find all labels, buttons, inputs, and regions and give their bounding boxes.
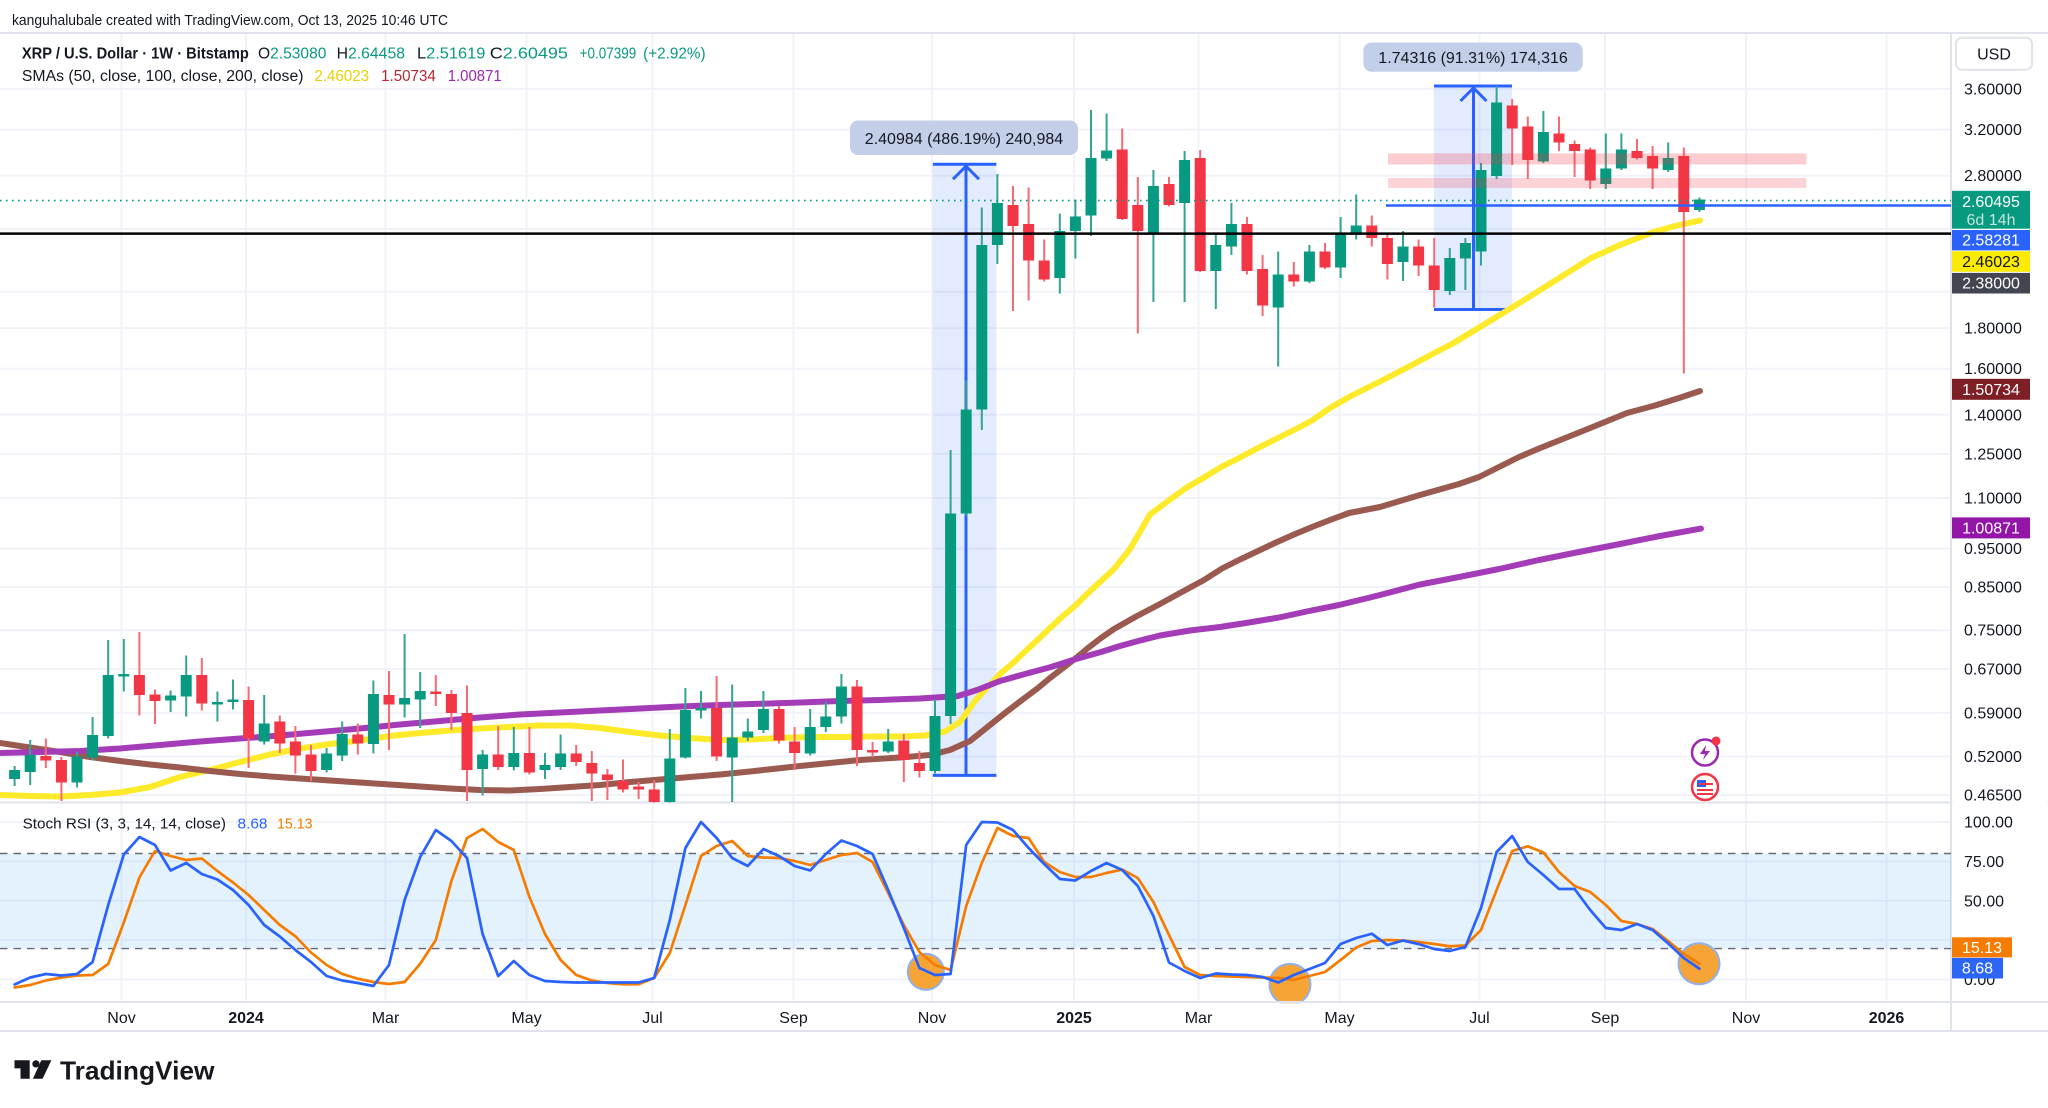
svg-text:0.85000: 0.85000: [1964, 580, 2022, 597]
svg-text:(+2.92%): (+2.92%): [643, 46, 706, 63]
svg-text:May: May: [511, 1010, 541, 1027]
svg-text:Sep: Sep: [779, 1010, 808, 1027]
svg-text:2.40984 (486.19%) 240,984: 2.40984 (486.19%) 240,984: [865, 131, 1063, 148]
svg-text:USD: USD: [1977, 47, 2011, 64]
svg-text:0.95000: 0.95000: [1964, 541, 2022, 558]
svg-text:15.13: 15.13: [1962, 940, 2002, 957]
svg-text:Sep: Sep: [1591, 1010, 1620, 1027]
svg-text:1.40000: 1.40000: [1964, 407, 2022, 424]
svg-text:50.00: 50.00: [1964, 893, 2004, 910]
svg-text:H2.64458: H2.64458: [337, 46, 405, 63]
svg-text:L2.51619: L2.51619: [417, 46, 485, 63]
svg-text:0.46500: 0.46500: [1964, 788, 2022, 805]
svg-text:8.68: 8.68: [1962, 961, 1993, 978]
svg-text:TradingView: TradingView: [60, 1056, 215, 1086]
svg-text:1.25000: 1.25000: [1964, 446, 2022, 463]
svg-text:0.75000: 0.75000: [1964, 623, 2022, 640]
svg-text:15.13: 15.13: [277, 816, 313, 833]
svg-text:6d 14h: 6d 14h: [1967, 212, 2016, 229]
svg-text:Nov: Nov: [1732, 1010, 1760, 1027]
svg-text:1.50734: 1.50734: [1962, 382, 2020, 399]
svg-text:XRP / U.S. Dollar · 1W · Bitst: XRP / U.S. Dollar · 1W · Bitstamp: [22, 46, 249, 63]
svg-text:1.00871: 1.00871: [448, 68, 502, 85]
svg-text:Stoch RSI (3, 3, 14, 14, close: Stoch RSI (3, 3, 14, 14, close): [23, 816, 226, 833]
svg-text:0.52000: 0.52000: [1964, 749, 2022, 766]
svg-text:Mar: Mar: [372, 1010, 400, 1027]
svg-text:SMAs (50, close, 100, close, 2: SMAs (50, close, 100, close, 200, close): [22, 68, 304, 85]
svg-text:2.58281: 2.58281: [1962, 233, 2020, 250]
svg-text:1.10000: 1.10000: [1964, 491, 2022, 508]
svg-text:1.74316 (91.31%) 174,316: 1.74316 (91.31%) 174,316: [1378, 50, 1568, 67]
svg-text:3.20000: 3.20000: [1964, 122, 2022, 139]
svg-text:2.46023: 2.46023: [1962, 254, 2020, 271]
svg-text:8.68: 8.68: [238, 816, 268, 833]
svg-text:2.60495: 2.60495: [1962, 194, 2020, 211]
svg-text:0.67000: 0.67000: [1964, 662, 2022, 679]
svg-text:3.60000: 3.60000: [1964, 82, 2022, 99]
svg-text:1.00871: 1.00871: [1962, 520, 2020, 537]
svg-text:2025: 2025: [1056, 1010, 1092, 1027]
svg-text:2.80000: 2.80000: [1964, 168, 2022, 185]
svg-text:1.60000: 1.60000: [1964, 361, 2022, 378]
svg-text:0.59000: 0.59000: [1964, 705, 2022, 722]
svg-text:C2.60495: C 2.60495: [490, 46, 568, 63]
svg-text:O2.53080: O2.53080: [258, 46, 327, 63]
svg-text:1.50734: 1.50734: [381, 68, 436, 85]
svg-text:2.38000: 2.38000: [1962, 276, 2020, 293]
svg-text:2026: 2026: [1869, 1010, 1905, 1027]
svg-text:Nov: Nov: [107, 1010, 135, 1027]
svg-text:75.00: 75.00: [1964, 854, 2004, 871]
svg-text:2.46023: 2.46023: [314, 68, 369, 85]
svg-text:+0.07399: +0.07399: [580, 46, 637, 63]
svg-text:2024: 2024: [228, 1010, 264, 1027]
svg-text:May: May: [1324, 1010, 1354, 1027]
svg-text:100.00: 100.00: [1964, 815, 2013, 832]
svg-text:kanguhalubale created with Tra: kanguhalubale created with TradingView.c…: [12, 13, 448, 29]
svg-text:Jul: Jul: [642, 1010, 662, 1027]
svg-text:Mar: Mar: [1185, 1010, 1213, 1027]
svg-text:Jul: Jul: [1469, 1010, 1489, 1027]
svg-text:1.80000: 1.80000: [1964, 321, 2022, 338]
svg-text:Nov: Nov: [918, 1010, 946, 1027]
